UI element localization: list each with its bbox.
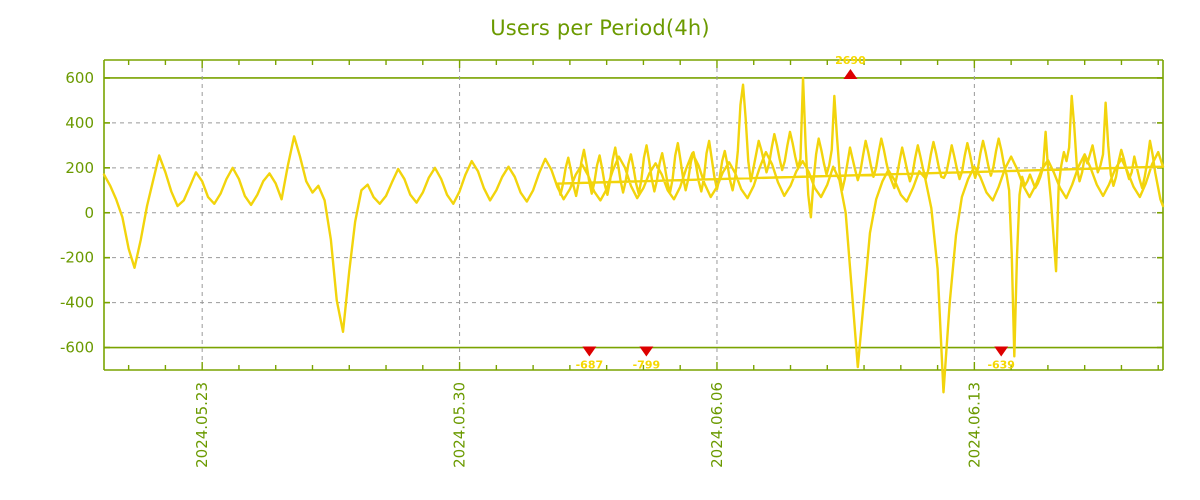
annotation-label-min-1: -687: [576, 359, 604, 372]
plot-frame: [103, 59, 1164, 371]
x-tick-label: 2024.06.13: [965, 382, 983, 468]
y-tick-label: -400: [60, 294, 94, 312]
x-tick-label: 2024.05.23: [193, 382, 211, 468]
annotation-marker-min-2[interactable]: [639, 346, 654, 357]
y-tick-label: 0: [84, 204, 94, 222]
annotation-label-min-2: -799: [633, 359, 661, 372]
users-line: [102, 76, 1165, 394]
annotation-marker-max[interactable]: [843, 68, 858, 79]
x-tick-label: 2024.05.30: [451, 382, 469, 468]
annotation-markers: 2690 -687 -799 -639: [576, 54, 1015, 372]
grid-layer: [104, 60, 1163, 370]
annotation-label-max: 2690: [835, 54, 866, 67]
y-tick-label: 600: [65, 69, 94, 87]
annotation-marker-min-3[interactable]: [994, 346, 1009, 357]
chart-title: Users per Period(4h): [490, 16, 710, 40]
y-tick-label: -600: [60, 339, 94, 357]
data-series-users: [102, 76, 1165, 394]
x-tick-label: 2024.06.06: [708, 382, 726, 468]
y-tick-label: 200: [65, 159, 94, 177]
y-tick-label: -200: [60, 249, 94, 267]
x-axis-ticks: 2024.05.23 2024.05.30 2024.06.06 2024.06.13: [127, 60, 1159, 468]
annotation-label-min-3: -639: [987, 359, 1015, 372]
y-axis-ticks: 600 400 200 0 -200 -400 -600: [60, 69, 1163, 357]
annotation-marker-min-1[interactable]: [582, 346, 597, 357]
y-tick-label: 400: [65, 114, 94, 132]
